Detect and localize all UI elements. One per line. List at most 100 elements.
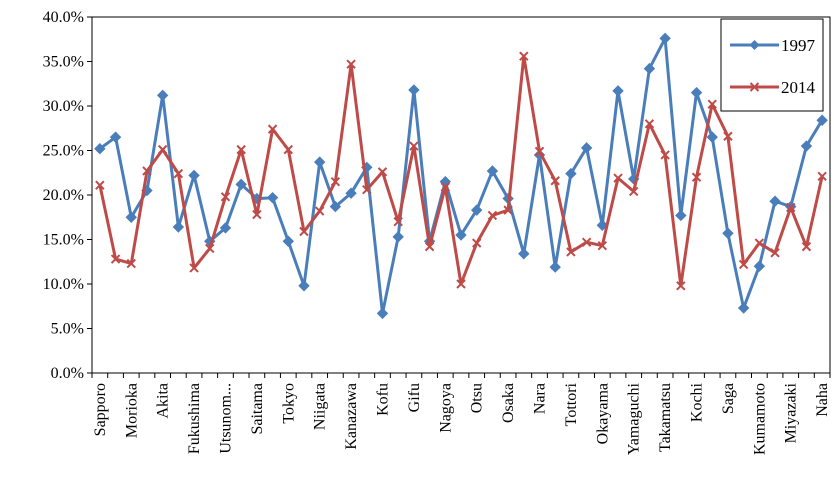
data-point <box>126 258 136 269</box>
data-point <box>299 226 309 237</box>
data-point <box>550 176 560 186</box>
data-point <box>156 89 169 102</box>
plot-frame <box>91 16 831 374</box>
data-point <box>94 143 106 155</box>
x-tick-label: Yamaguchi <box>626 382 643 455</box>
x-tick-label: Morioka <box>123 383 140 438</box>
data-point <box>220 192 231 202</box>
x-tick-label: Saitama <box>249 383 266 435</box>
data-point <box>252 209 262 220</box>
data-point <box>613 173 623 183</box>
data-point <box>800 140 813 152</box>
x-tick-label: Fukushima <box>186 383 203 454</box>
data-point <box>376 307 389 320</box>
data-point <box>675 209 687 222</box>
data-point <box>142 166 152 176</box>
series-2014 <box>95 51 827 291</box>
x-tick-label: Akita <box>155 383 172 419</box>
data-point <box>801 241 812 252</box>
data-point <box>581 237 592 247</box>
data-point <box>660 150 670 160</box>
data-point <box>377 167 388 177</box>
data-point <box>219 222 232 234</box>
data-point <box>471 238 482 248</box>
data-point <box>346 59 356 69</box>
data-point <box>754 238 765 248</box>
x-tick-label: Naha <box>814 383 831 417</box>
x-tick-label: Kochi <box>689 382 706 422</box>
x-tick-label: Otsu <box>469 383 486 413</box>
legend-item-1997: 1997 <box>730 36 816 55</box>
data-point <box>188 169 200 182</box>
data-point <box>205 243 215 254</box>
y-tick-label: 10.0% <box>43 276 84 293</box>
data-point <box>456 279 466 289</box>
data-point <box>440 182 451 192</box>
data-point <box>486 165 499 177</box>
data-point <box>313 156 326 168</box>
data-point <box>125 211 137 223</box>
data-point <box>786 202 796 213</box>
data-point <box>392 231 404 243</box>
data-point <box>470 204 483 216</box>
x-tick-label: Nara <box>532 383 549 414</box>
data-point <box>723 131 733 141</box>
y-tick-label: 40.0% <box>43 9 84 26</box>
data-point <box>503 205 513 215</box>
x-tick-label: Gifu <box>406 383 423 412</box>
data-point <box>753 260 766 272</box>
legend-item-2014: 2014 <box>730 78 816 97</box>
data-point <box>329 200 342 213</box>
x-tick-label: Miyazaki <box>783 382 800 443</box>
x-axis-tick-labels: Sapporo Morioka Akita Fukushima Utsunom... Sa… <box>92 382 831 455</box>
x-tick-label: Takamatsu <box>657 383 674 452</box>
data-point <box>534 146 545 157</box>
x-tick-label: Okayama <box>594 383 611 444</box>
data-point <box>298 280 310 292</box>
data-point <box>110 254 121 264</box>
data-point <box>283 144 293 155</box>
x-tick-label: Tottori <box>563 382 580 426</box>
legend-marker <box>749 82 760 92</box>
data-point <box>737 302 750 314</box>
data-point <box>597 241 608 251</box>
data-point <box>706 131 718 143</box>
data-point <box>439 175 452 188</box>
data-point <box>676 281 686 291</box>
x-tick-label: Tokyo <box>280 383 297 424</box>
x-tick-label: Nagoya <box>437 383 454 433</box>
x-tick-label: Kumamoto <box>751 383 768 455</box>
data-point <box>722 227 734 239</box>
data-point <box>424 241 435 252</box>
data-point <box>707 99 717 109</box>
legend-marker <box>749 40 760 50</box>
y-tick-label: 25.0% <box>43 143 84 160</box>
data-point <box>487 210 498 221</box>
data-point <box>518 248 530 260</box>
y-tick-label: 20.0% <box>43 187 84 204</box>
data-point <box>109 131 122 143</box>
series-line <box>99 36 824 315</box>
data-point <box>612 85 624 97</box>
x-tick-label: Kofu <box>374 383 391 416</box>
data-point <box>189 263 199 273</box>
data-point <box>393 216 403 227</box>
data-point <box>266 191 279 204</box>
y-tick-label: 35.0% <box>43 54 84 71</box>
data-point <box>173 168 184 179</box>
data-point <box>738 259 749 270</box>
y-axis-tick-labels: 0.0% 5.0% 10.0% 15.0% 20.0% 25.0% 30.0% 35.0% 40… <box>43 9 84 382</box>
data-point <box>643 62 656 75</box>
data-point <box>455 229 467 241</box>
data-point <box>236 144 246 155</box>
data-point <box>330 176 341 187</box>
data-point <box>769 195 781 207</box>
series-layer <box>94 32 828 320</box>
data-point <box>816 114 828 126</box>
y-tick-label: 0.0% <box>51 365 84 382</box>
x-tick-label: Osaka <box>500 383 517 423</box>
data-point <box>408 84 420 96</box>
x-tick-label: Sapporo <box>92 383 109 436</box>
data-point <box>566 247 576 257</box>
